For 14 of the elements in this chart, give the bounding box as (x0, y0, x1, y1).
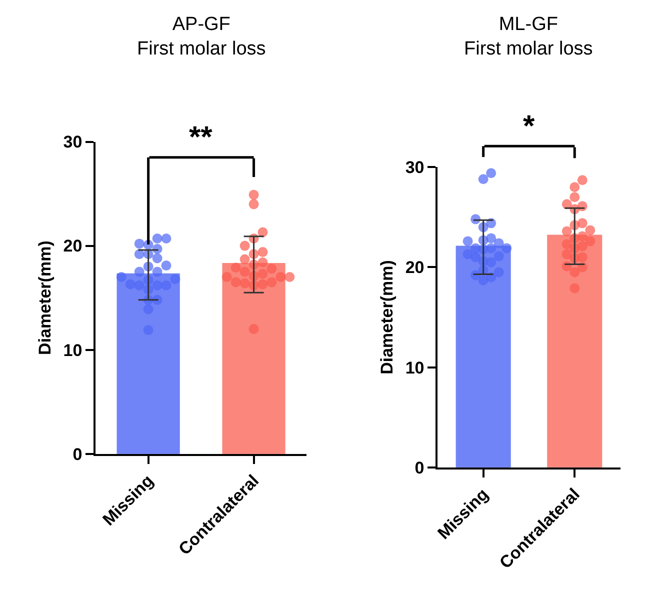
y-tick-label: 30 (63, 132, 82, 152)
text: * (523, 110, 535, 143)
y-tick-label: 20 (405, 258, 424, 278)
y-tick-label: 0 (72, 444, 82, 464)
chart-title: ML-GF First molar loss (464, 14, 593, 60)
annotation: ** (189, 121, 213, 154)
y-tick-label: 30 (405, 158, 424, 178)
chart-title: AP-GF First molar loss (137, 14, 266, 60)
y-tick-label: 0 (414, 458, 424, 478)
y-tick-label: 10 (63, 340, 82, 360)
y-axis-title: Diameter(mm) (35, 240, 54, 355)
y-tick-label: 20 (63, 236, 82, 256)
y-tick-label: 10 (405, 358, 424, 378)
y-axis-title: Diameter(mm) (377, 260, 396, 374)
